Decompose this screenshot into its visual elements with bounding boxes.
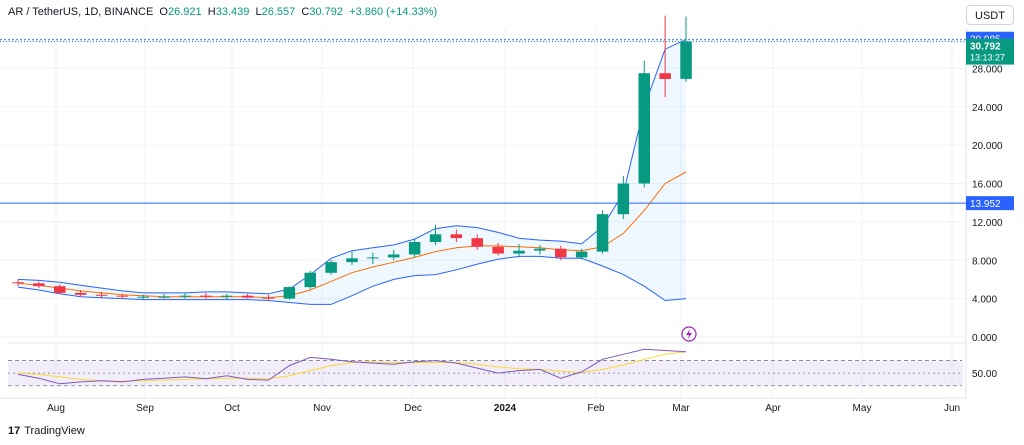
time-tick-label: Feb (587, 403, 605, 414)
candle-body[interactable] (262, 297, 275, 299)
candle-body[interactable] (283, 287, 296, 299)
time-tick-label: Nov (313, 403, 331, 414)
symbol-label: AR / TetherUS, 1D, BINANCE (8, 6, 154, 18)
tradingview-branding: 17 TradingView (8, 425, 85, 437)
rsi-tick-label: 50.00 (972, 369, 997, 380)
bollinger-basis-line (17, 171, 687, 299)
candle-body[interactable] (471, 238, 484, 247)
close-label: C (301, 6, 310, 18)
candle-body[interactable] (325, 262, 337, 273)
candle-body[interactable] (617, 183, 630, 215)
candle-body[interactable] (388, 254, 400, 258)
lightning-glyph-icon (686, 329, 692, 339)
rsi-line (17, 348, 687, 385)
time-tick-label: Dec (404, 403, 422, 414)
candle-body[interactable] (513, 250, 525, 254)
price-tick-label: 20.000 (972, 141, 1003, 152)
support-tag (966, 196, 1014, 211)
candle-body[interactable] (450, 234, 463, 239)
open-label: O (159, 6, 168, 18)
candle-body[interactable] (659, 73, 671, 79)
candle-body[interactable] (596, 214, 609, 252)
price-tick-label: 28.000 (972, 64, 1003, 75)
candle-body[interactable] (158, 296, 170, 298)
brand-name: TradingView (24, 425, 85, 437)
time-tick-label: Mar (672, 403, 690, 414)
candle-body[interactable] (429, 234, 442, 242)
tradingview-logo-icon: 17 (8, 425, 21, 437)
candle-body[interactable] (179, 295, 191, 297)
candle-body[interactable] (200, 295, 212, 297)
candle-body[interactable] (346, 258, 358, 263)
candle-body[interactable] (95, 294, 108, 296)
candle-body[interactable] (33, 283, 45, 287)
countdown-label: 13:13:27 (970, 53, 1005, 63)
open-value: 26.921 (167, 6, 202, 18)
candle-body[interactable] (638, 73, 651, 184)
change-value: +3.860 (+14.33%) (349, 6, 438, 18)
candle-body[interactable] (221, 295, 233, 297)
time-tick-label: Sep (136, 403, 154, 414)
support-tag-label: 13.952 (970, 199, 1001, 210)
time-tick-label: 2024 (494, 403, 517, 414)
time-tick-label: Apr (765, 403, 781, 414)
candle-body[interactable] (74, 292, 87, 295)
price-tick-label: 0.000 (972, 333, 997, 344)
candle-body[interactable] (555, 248, 567, 258)
time-tick-label: Jun (944, 403, 960, 414)
candle-body[interactable] (408, 242, 421, 255)
last-price-tag-label: 30.792 (970, 42, 1001, 53)
low-label: L (255, 6, 262, 18)
time-tick-label: Oct (224, 403, 240, 414)
currency-button[interactable]: USDT (966, 5, 1014, 25)
price-tick-label: 4.000 (972, 295, 997, 306)
high-value: 33.439 (215, 6, 250, 18)
time-tick-label: May (853, 403, 872, 414)
candle-body[interactable] (116, 295, 129, 297)
price-tick-label: 24.000 (972, 103, 1003, 114)
candle-body[interactable] (492, 246, 504, 254)
candle-body[interactable] (54, 286, 66, 293)
candle-body[interactable] (575, 251, 588, 258)
candle-body[interactable] (367, 257, 379, 259)
bollinger-lower-line (17, 255, 687, 305)
high-label: H (207, 6, 216, 18)
candle-body[interactable] (304, 272, 317, 288)
price-tick-label: 16.000 (972, 180, 1003, 191)
low-value: 26.557 (261, 6, 296, 18)
price-tick-label: 12.000 (972, 218, 1003, 229)
last-price-tag (966, 38, 1014, 65)
candle-body[interactable] (680, 41, 692, 79)
time-tick-label: Aug (47, 403, 65, 414)
candle-body[interactable] (534, 248, 546, 251)
candle-body[interactable] (137, 296, 150, 298)
close-value: 30.792 (309, 6, 344, 18)
candle-body[interactable] (12, 282, 24, 284)
candle-body[interactable] (241, 295, 254, 298)
price-tick-label: 8.000 (972, 256, 997, 267)
chart-header: AR / TetherUS, 1D, BINANCE O26.921 H33.4… (8, 6, 437, 18)
